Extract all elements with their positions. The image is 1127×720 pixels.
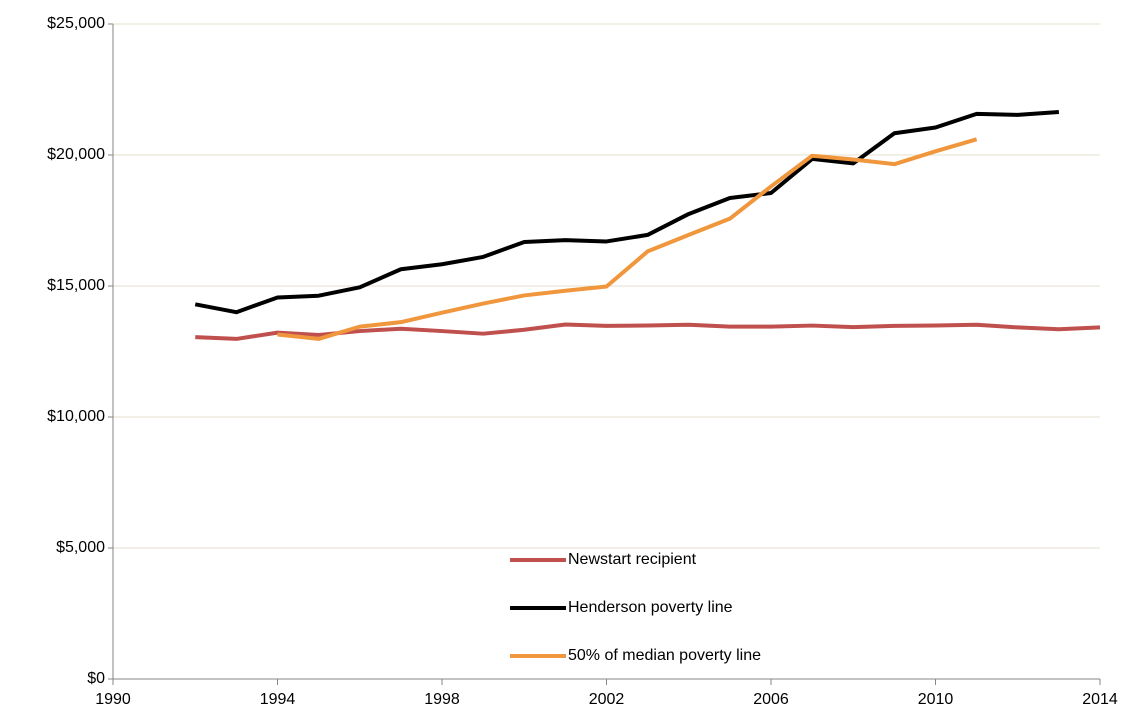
y-tick-label: $15,000 — [47, 277, 105, 294]
x-tick-label: 2006 — [753, 691, 789, 708]
legend-label: Newstart recipient — [568, 551, 697, 568]
x-tick-label: 2014 — [1082, 691, 1118, 708]
y-tick-label: $5,000 — [56, 539, 105, 556]
x-tick-label: 2010 — [918, 691, 954, 708]
series-line — [277, 137, 978, 341]
legend-label: Henderson poverty line — [568, 599, 733, 616]
legend-label: 50% of median poverty line — [568, 647, 761, 664]
series-line — [194, 110, 1060, 315]
y-tick-label: $0 — [87, 670, 105, 687]
x-tick-label: 1994 — [260, 691, 296, 708]
y-tick-label: $10,000 — [47, 408, 105, 425]
x-tick-label: 2002 — [589, 691, 625, 708]
x-tick-label: 1990 — [95, 691, 131, 708]
y-tick-label: $20,000 — [47, 146, 105, 163]
x-tick-label: 1998 — [424, 691, 460, 708]
y-tick-label: $25,000 — [47, 15, 105, 32]
